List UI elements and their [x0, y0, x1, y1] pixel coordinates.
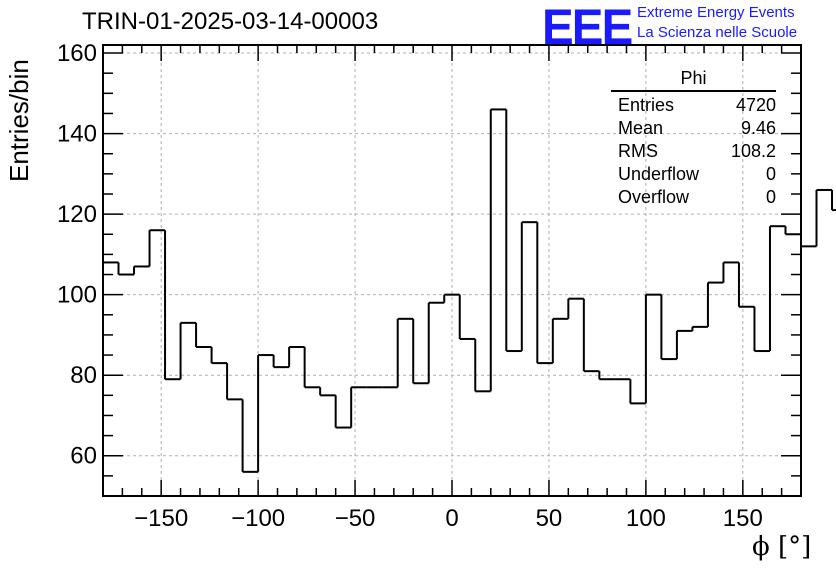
y-tick-label: 60 [70, 443, 97, 470]
x-tick-label: 0 [445, 505, 458, 532]
histogram-bin [800, 234, 817, 248]
x-axis-label: ϕ [°] [752, 532, 812, 562]
eee-logo: EEE [542, 0, 633, 55]
y-tick-label: 160 [57, 40, 97, 67]
stats-value: 9.46 [740, 118, 776, 138]
histogram-bin [598, 371, 615, 381]
histogram-bin [133, 265, 150, 275]
histogram-bin [272, 355, 290, 369]
histogram-outline [103, 108, 836, 473]
histogram-bin [288, 346, 305, 368]
histogram-bin [241, 399, 259, 473]
histogram-bin [148, 229, 166, 267]
histogram-bin [768, 225, 786, 352]
histogram-bin [412, 318, 429, 385]
stats-row-mean: Mean 9.46 [611, 117, 776, 140]
histogram-bin [675, 329, 693, 360]
histogram-bin [520, 221, 538, 352]
histogram-bin [582, 298, 600, 373]
histogram-bin [691, 325, 708, 331]
x-tick-label: −100 [231, 505, 285, 532]
histogram-bin [396, 317, 414, 388]
histogram-bin [505, 109, 522, 353]
histogram-bin [195, 322, 212, 349]
histogram-bin [660, 294, 677, 361]
y-tick-label: 100 [57, 282, 97, 309]
stats-value: 4720 [735, 95, 776, 115]
histogram-bin [350, 386, 367, 428]
histogram-bin [319, 387, 336, 397]
stats-row-entries: Entries 4720 [611, 94, 776, 117]
stats-title: Phi [611, 66, 776, 92]
histogram-bin [427, 301, 445, 384]
histogram-bin [179, 321, 197, 380]
histogram-bin [474, 338, 491, 393]
histogram-bin [753, 306, 770, 353]
stats-label: Underflow [618, 164, 700, 184]
histogram-bin [567, 297, 584, 319]
x-tick-label: 50 [536, 505, 563, 532]
histogram-bin [629, 379, 646, 405]
stats-box: Phi Entries 4720 Mean 9.46 RMS 108.2 Und… [611, 66, 776, 209]
histogram-bin [706, 281, 724, 327]
logo-line-1: Extreme Energy Events [637, 4, 795, 21]
stats-value: 0 [765, 187, 776, 207]
stats-row-underflow: Underflow 0 [611, 163, 776, 186]
axis-ticks [103, 45, 801, 496]
plot-title: TRIN-01-2025-03-14-00003 [82, 8, 379, 35]
y-axis-label: Entries/bin [4, 59, 34, 182]
stats-label: RMS [618, 141, 658, 161]
y-tick-label: 80 [70, 362, 97, 389]
stats-label: Entries [618, 95, 675, 115]
histogram-bin [536, 222, 553, 365]
y-tick-label: 120 [57, 201, 97, 228]
stats-label: Overflow [618, 187, 690, 207]
histogram-bin [257, 354, 274, 472]
stats-row-overflow: Overflow 0 [611, 186, 776, 209]
stats-label: Mean [618, 118, 664, 138]
y-tick-label: 140 [57, 121, 97, 148]
x-tick-label: 150 [723, 505, 763, 532]
histogram-bin [815, 188, 833, 247]
stats-value: 0 [765, 164, 776, 184]
x-tick-label: −50 [335, 505, 376, 532]
stats-row-rms: RMS 108.2 [611, 140, 776, 163]
histogram-bin [737, 262, 755, 308]
logo-line-2: La Scienza nelle Scuole [637, 24, 798, 41]
stats-value: 108.2 [730, 141, 776, 161]
histogram-bin [551, 317, 569, 364]
histogram-bin [210, 347, 228, 365]
histogram-bin [443, 293, 460, 303]
tick-labels: −150 −100 −50 0 50 100 150 60 80 100 120 140 160 [57, 40, 763, 532]
histogram-bin [644, 293, 662, 404]
x-tick-label: −150 [134, 505, 188, 532]
histogram-bin [489, 108, 507, 392]
histogram-bin [722, 261, 739, 283]
histogram-bin [303, 347, 321, 389]
histogram-bin [226, 363, 243, 401]
histogram-bin [334, 395, 352, 429]
histogram-bin [164, 230, 181, 381]
x-tick-label: 100 [626, 505, 666, 532]
histogram-bin [831, 189, 836, 212]
histogram-bin [458, 294, 476, 340]
histogram-bin [784, 226, 801, 236]
histogram-bin [117, 262, 135, 276]
